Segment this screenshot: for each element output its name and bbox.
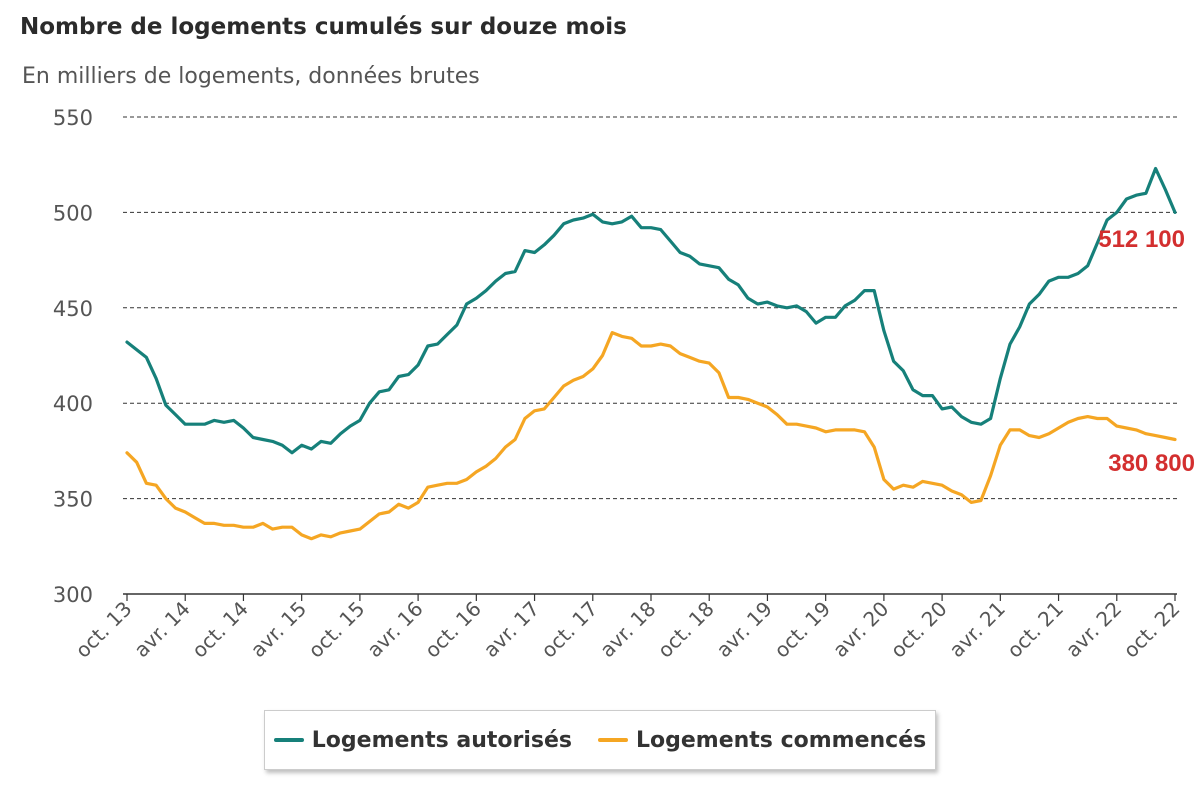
x-tick-label: oct. 22 — [1119, 597, 1185, 663]
x-tick-label: avr. 20 — [828, 597, 894, 663]
legend-swatch-commences — [597, 738, 628, 742]
series-lines — [125, 166, 1177, 541]
legend-label-autorises: Logements autorisés — [311, 727, 572, 753]
y-tick-label: 400 — [53, 392, 93, 416]
x-tick-label: avr. 16 — [362, 597, 428, 663]
x-tick-label: avr. 17 — [479, 597, 545, 663]
x-tick-label: oct. 21 — [1002, 597, 1068, 663]
legend-swatch-autorises — [273, 738, 304, 742]
legend-item-autorises[interactable]: Logements autorisés — [273, 727, 572, 753]
x-tick-label: avr. 14 — [129, 597, 195, 663]
y-tick-label: 300 — [53, 583, 93, 607]
x-tick-label: oct. 20 — [886, 597, 952, 663]
x-tick-label: oct. 19 — [769, 597, 835, 663]
y-tick-label: 350 — [53, 488, 93, 512]
x-tick-label: avr. 19 — [711, 597, 777, 663]
y-tick-label: 550 — [53, 106, 93, 130]
legend-item-commences[interactable]: Logements commencés — [597, 727, 927, 753]
x-tick-label: avr. 15 — [246, 597, 312, 663]
x-tick-label: oct. 15 — [303, 597, 369, 663]
x-tick-label: oct. 16 — [420, 597, 486, 663]
end-labels: 512 100 380 800 — [1098, 226, 1195, 477]
series-line-0 — [125, 166, 1177, 455]
series-line-1 — [125, 331, 1177, 541]
x-tick-label: avr. 18 — [595, 597, 661, 663]
x-tick-label: avr. 21 — [944, 597, 1010, 663]
x-tick-label: oct. 18 — [653, 597, 719, 663]
chart-title: Nombre de logements cumulés sur douze mo… — [20, 14, 627, 40]
y-axis: 300 350 400 450 500 550 — [53, 106, 93, 607]
x-tick-label: oct. 17 — [536, 597, 602, 663]
y-tick-label: 450 — [53, 297, 93, 321]
y-tick-label: 500 — [53, 201, 93, 225]
chart-subtitle: En milliers de logements, données brutes — [22, 64, 480, 89]
x-tick-label: avr. 22 — [1061, 597, 1127, 663]
end-label-1: 380 800 — [1108, 450, 1195, 477]
legend-label-commences: Logements commencés — [635, 727, 927, 753]
x-tick-label: oct. 14 — [187, 597, 253, 663]
end-label-0: 512 100 — [1098, 226, 1185, 253]
grid-lines — [123, 116, 1177, 500]
legend: Logements autorisés Logements commencés — [264, 710, 936, 770]
